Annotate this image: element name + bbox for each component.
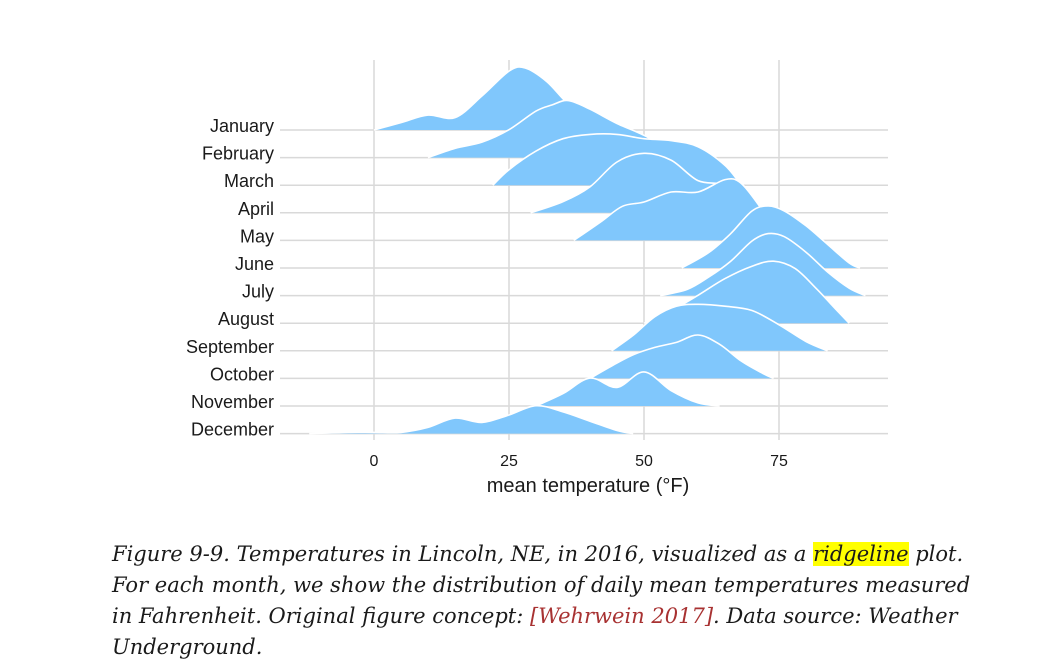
ridge-september — [611, 304, 828, 351]
caption-highlight: ridgeline — [813, 542, 909, 566]
x-tick-label: 25 — [500, 453, 518, 470]
month-label-august: August — [218, 309, 274, 329]
ridge-outline-march — [492, 133, 742, 186]
x-tick-label: 0 — [370, 453, 379, 470]
ridge-outline-february — [427, 99, 699, 159]
ridge-outline-august — [643, 260, 850, 324]
month-label-february: February — [202, 144, 274, 164]
ridge-outline-october — [589, 334, 774, 380]
ridge-outline-september — [611, 303, 828, 352]
figure-caption: Figure 9-9. Temperatures in Lincoln, NE,… — [112, 539, 992, 663]
month-label-november: November — [191, 392, 274, 412]
x-tick-label: 75 — [770, 453, 788, 470]
ridge-november — [536, 371, 720, 406]
x-axis-ticks: 0 25 50 75 — [370, 453, 788, 470]
ridge-may — [573, 178, 785, 241]
ridge-outline-june — [681, 205, 861, 269]
month-label-january: January — [210, 116, 274, 136]
month-label-april: April — [238, 199, 274, 219]
caption-prefix: Figure 9-9. Temperatures in Lincoln, NE,… — [112, 542, 814, 566]
ridge-october — [590, 334, 774, 379]
month-label-october: October — [210, 364, 274, 384]
caption-reference-link[interactable]: [Wehrwein 2017] — [530, 604, 714, 628]
month-labels: January February March April May June July Augu… — [186, 116, 274, 440]
month-label-september: September — [186, 337, 274, 357]
ridge-outline-november — [535, 371, 720, 407]
ridges — [309, 66, 866, 435]
x-tick-label: 50 — [635, 453, 653, 470]
ridge-outline-december — [309, 404, 634, 435]
ridge-outline-may — [573, 178, 786, 242]
month-label-may: May — [240, 226, 274, 246]
month-label-march: March — [224, 171, 274, 191]
ridgeline-chart: January February March April May June July Augu… — [186, 60, 888, 497]
x-axis-label: mean temperature (°F) — [487, 475, 690, 497]
ridge-december — [309, 405, 634, 434]
month-label-june: June — [235, 254, 274, 274]
ridge-outline-july — [660, 232, 866, 297]
caption-middle: plot. For each month, we show the distri… — [112, 542, 971, 628]
month-label-december: December — [191, 420, 274, 440]
month-label-july: July — [242, 282, 274, 302]
